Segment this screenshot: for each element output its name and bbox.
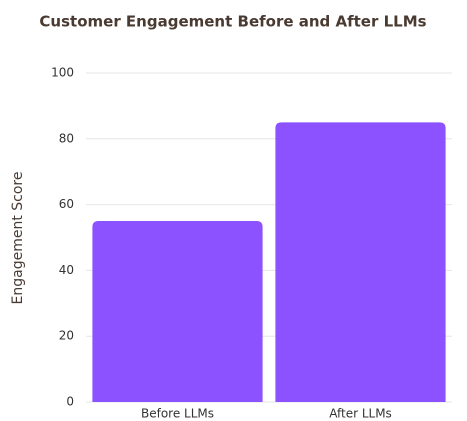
y-tick-label: 80: [59, 131, 74, 145]
y-tick-label: 60: [59, 197, 74, 211]
y-tick-label: 100: [51, 66, 74, 80]
x-tick-label: Before LLMs: [141, 407, 214, 421]
chart-title: Customer Engagement Before and After LLM…: [39, 13, 426, 31]
x-tick-label: After LLMs: [329, 407, 392, 421]
bar: [275, 122, 446, 402]
y-tick-label: 20: [59, 329, 74, 343]
y-tick-label: 0: [66, 395, 74, 409]
y-tick-label: 40: [59, 263, 74, 277]
bar: [92, 221, 263, 402]
y-axis-label: Engagement Score: [10, 172, 26, 305]
